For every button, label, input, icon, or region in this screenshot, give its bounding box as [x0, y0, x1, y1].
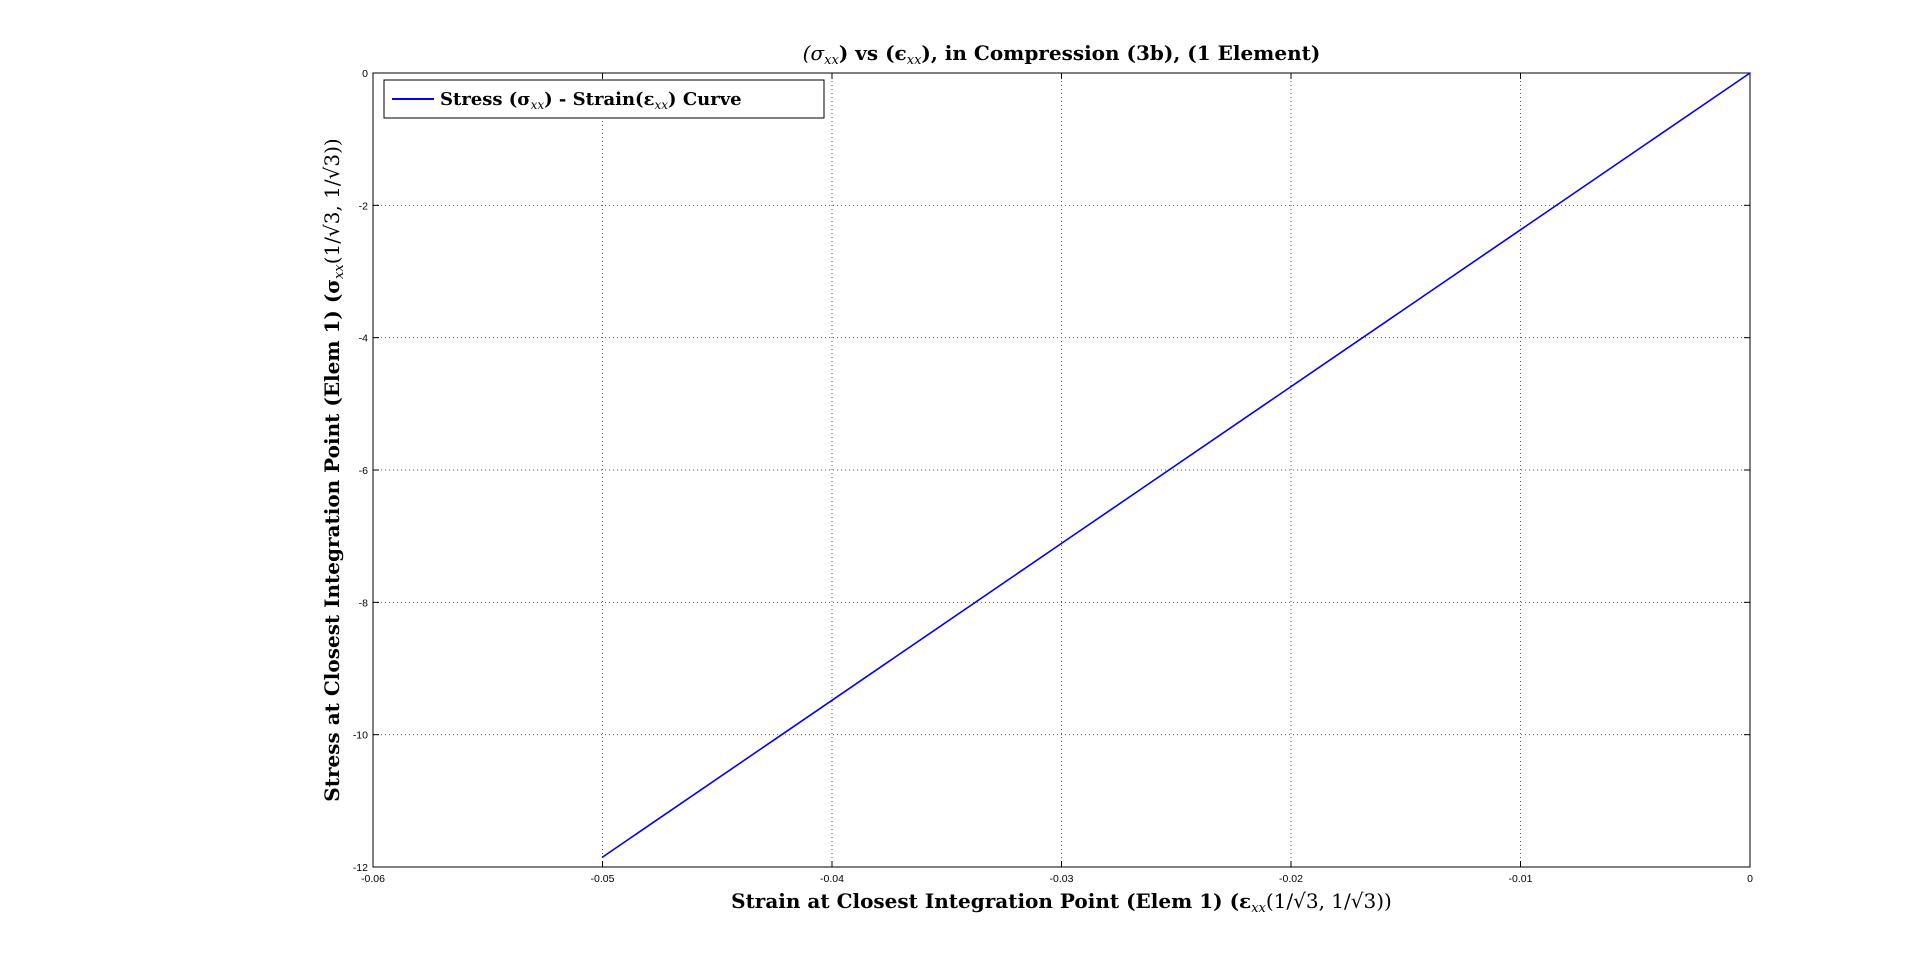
data-point: [1290, 385, 1292, 388]
data-point: [601, 856, 604, 858]
legend-box: [383, 79, 825, 119]
x-tick-label: -0.04: [820, 873, 844, 885]
grid-lines: [373, 73, 1750, 867]
data-point: [831, 699, 833, 702]
x-tick-labels: -0.06 -0.05 -0.04 -0.03 -0.02 -0.01 0: [361, 873, 1753, 885]
y-tick-label: -2: [359, 200, 368, 212]
y-tick-label: -10: [353, 730, 368, 742]
y-tick-label: 0: [362, 68, 368, 80]
y-tick-labels: -12 -10 -8 -6 -4 -2 0: [353, 68, 368, 874]
legend-label: Stress (σxx) - Strain(εxx) Curve: [440, 89, 742, 112]
data-point: [1519, 229, 1522, 231]
y-tick-label: -8: [359, 597, 368, 609]
data-point: [1060, 542, 1063, 545]
x-axis-label: Strain at Closest Integration Point (Ele…: [731, 889, 1392, 916]
x-tick-label: -0.06: [361, 873, 385, 885]
series-layer: [601, 72, 1751, 858]
axis-ticks: [372, 72, 1751, 868]
x-tick-label: -0.01: [1509, 873, 1533, 885]
series-line: [602, 72, 1751, 858]
y-tick-label: -4: [359, 333, 368, 345]
y-axis-label: Stress at Closest Integration Point (Ele…: [320, 138, 347, 801]
legend: Stress (σxx) - Strain(εxx) Curve: [383, 79, 825, 119]
x-tick-label: 0: [1747, 873, 1753, 885]
y-tick-label: -12: [353, 862, 368, 874]
y-tick-label: -6: [359, 465, 368, 477]
chart-title: (σxx) vs (ϵxx), in Compression (3b), (1 …: [803, 41, 1321, 68]
x-tick-label: -0.02: [1279, 873, 1303, 885]
x-tick-label: -0.03: [1050, 873, 1074, 885]
x-tick-label: -0.05: [591, 873, 615, 885]
data-point: [1749, 72, 1751, 74]
